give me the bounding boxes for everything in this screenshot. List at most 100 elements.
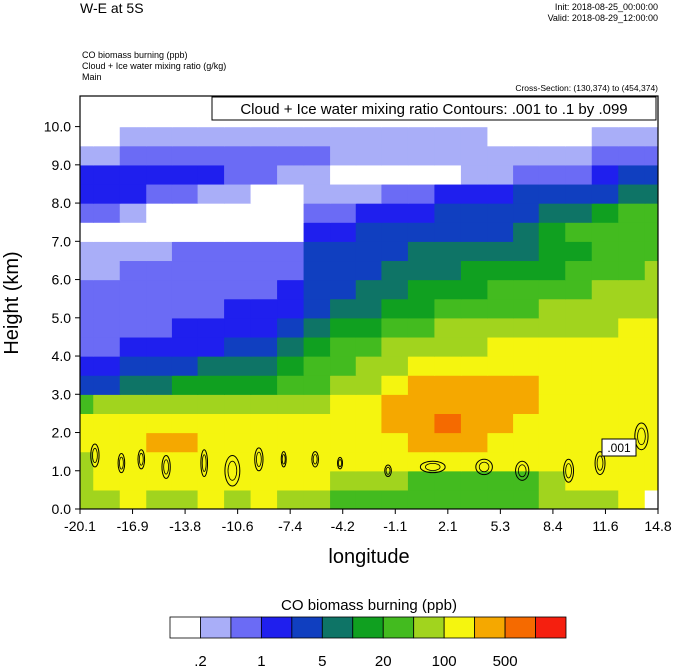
heatmap-cell <box>538 317 566 338</box>
heatmap-cell <box>171 336 199 357</box>
heatmap-cell <box>330 183 357 204</box>
heatmap-cell <box>197 489 225 509</box>
heatmap-cell <box>434 145 462 166</box>
heatmap-cell <box>224 375 252 395</box>
heatmap-cell <box>330 394 357 414</box>
contour-line-inner <box>201 454 207 472</box>
heatmap-cell <box>277 260 305 281</box>
heatmap-cell <box>644 222 658 242</box>
heatmap-cell <box>538 279 566 300</box>
heatmap-cell <box>224 489 252 509</box>
heatmap-cell <box>250 489 278 509</box>
y-axis-label: Height (km) <box>1 251 23 354</box>
heatmap-cell <box>538 298 566 319</box>
heatmap-cell <box>407 260 436 281</box>
contour-line-inner <box>227 460 238 481</box>
heatmap-cell <box>330 260 357 281</box>
colorbar-swatch <box>200 616 232 639</box>
heatmap-cell <box>80 317 94 338</box>
heatmap-cell <box>618 470 646 491</box>
heatmap-cell <box>591 413 619 434</box>
heatmap-cell <box>146 489 173 509</box>
heatmap-cell <box>146 145 173 166</box>
heatmap-cell <box>407 413 436 434</box>
contour-line <box>280 451 287 468</box>
heatmap-cell <box>355 317 383 338</box>
heatmap-cell <box>591 203 619 223</box>
heatmap-cell <box>171 183 199 204</box>
heatmap-cell <box>565 489 593 509</box>
colorbar-swatch <box>260 616 293 639</box>
heatmap-cell <box>80 145 94 166</box>
x-axis-label: longitude <box>328 546 409 568</box>
heatmap-cell <box>381 489 409 509</box>
heatmap-cell <box>250 470 278 491</box>
heatmap-cell <box>487 298 514 319</box>
y-tick-label: 10.0 <box>44 119 71 135</box>
heatmap-cell <box>565 413 593 434</box>
heatmap-cell <box>644 241 658 262</box>
heatmap-cell <box>407 279 436 300</box>
heatmap-cell <box>487 145 514 166</box>
heatmap-cell <box>171 260 199 281</box>
heatmap-cell <box>277 356 305 376</box>
heatmap-cell <box>171 279 199 300</box>
colorbar-swatch <box>535 616 567 639</box>
heatmap-cell <box>460 164 489 185</box>
heatmap-cell <box>224 145 252 166</box>
heatmap-cell <box>434 203 462 223</box>
heatmap-cell <box>330 203 357 223</box>
heatmap-cell <box>224 279 252 300</box>
x-tick-label: -7.4 <box>278 518 302 534</box>
heatmap-cell <box>355 394 383 414</box>
colorbar-title: CO biomass burning (ppb) <box>281 597 457 614</box>
heatmap-cell <box>303 126 331 147</box>
heatmap-cell <box>171 126 199 147</box>
heatmap-cell <box>434 451 462 472</box>
x-tick-label: -10.6 <box>222 518 254 534</box>
heatmap-cell <box>146 183 173 204</box>
heatmap-cell <box>93 126 121 147</box>
heatmap-cell <box>93 222 121 242</box>
heatmap-cell <box>487 279 514 300</box>
heatmap-cell <box>250 126 278 147</box>
heatmap-cell <box>407 336 436 357</box>
heatmap-cell <box>93 451 121 472</box>
field-line-co: CO biomass burning (ppb) <box>82 50 188 60</box>
heatmap-cell <box>119 241 147 262</box>
heatmap-cell <box>171 203 199 223</box>
heatmap-cell <box>591 126 619 147</box>
heatmap-cell <box>487 126 514 147</box>
heatmap-cell <box>591 356 619 376</box>
contour-line <box>419 460 446 474</box>
heatmap-cell <box>330 222 357 242</box>
heatmap-cell <box>119 413 147 434</box>
heatmap-cell <box>565 470 593 491</box>
contour-line <box>90 443 100 468</box>
heatmap-cell <box>591 375 619 395</box>
heatmap-cell <box>407 241 436 262</box>
heatmap-cell <box>538 451 566 472</box>
x-tick-label: -1.1 <box>383 518 407 534</box>
colorbar-swatch <box>352 616 384 639</box>
heatmap-cell <box>277 413 305 434</box>
heatmap-cell <box>330 451 357 472</box>
heatmap-cell <box>303 164 331 185</box>
heatmap-cell <box>171 375 199 395</box>
heatmap-cell <box>513 470 540 491</box>
heatmap-cell <box>146 107 173 128</box>
heatmap-cell <box>381 279 409 300</box>
contour-line <box>161 454 171 479</box>
heatmap-cell <box>197 470 225 491</box>
heatmap-cell <box>303 336 331 357</box>
heatmap-cell <box>538 336 566 357</box>
heatmap-cell <box>250 356 278 376</box>
heatmap-cell <box>538 145 566 166</box>
heatmap-cell <box>644 413 658 434</box>
colorbar-swatch <box>230 616 262 639</box>
heatmap-cell <box>224 126 252 147</box>
heatmap-cell <box>224 394 252 414</box>
heatmap-cell <box>565 203 593 223</box>
heatmap-cell <box>644 317 658 338</box>
heatmap-cell <box>146 279 173 300</box>
